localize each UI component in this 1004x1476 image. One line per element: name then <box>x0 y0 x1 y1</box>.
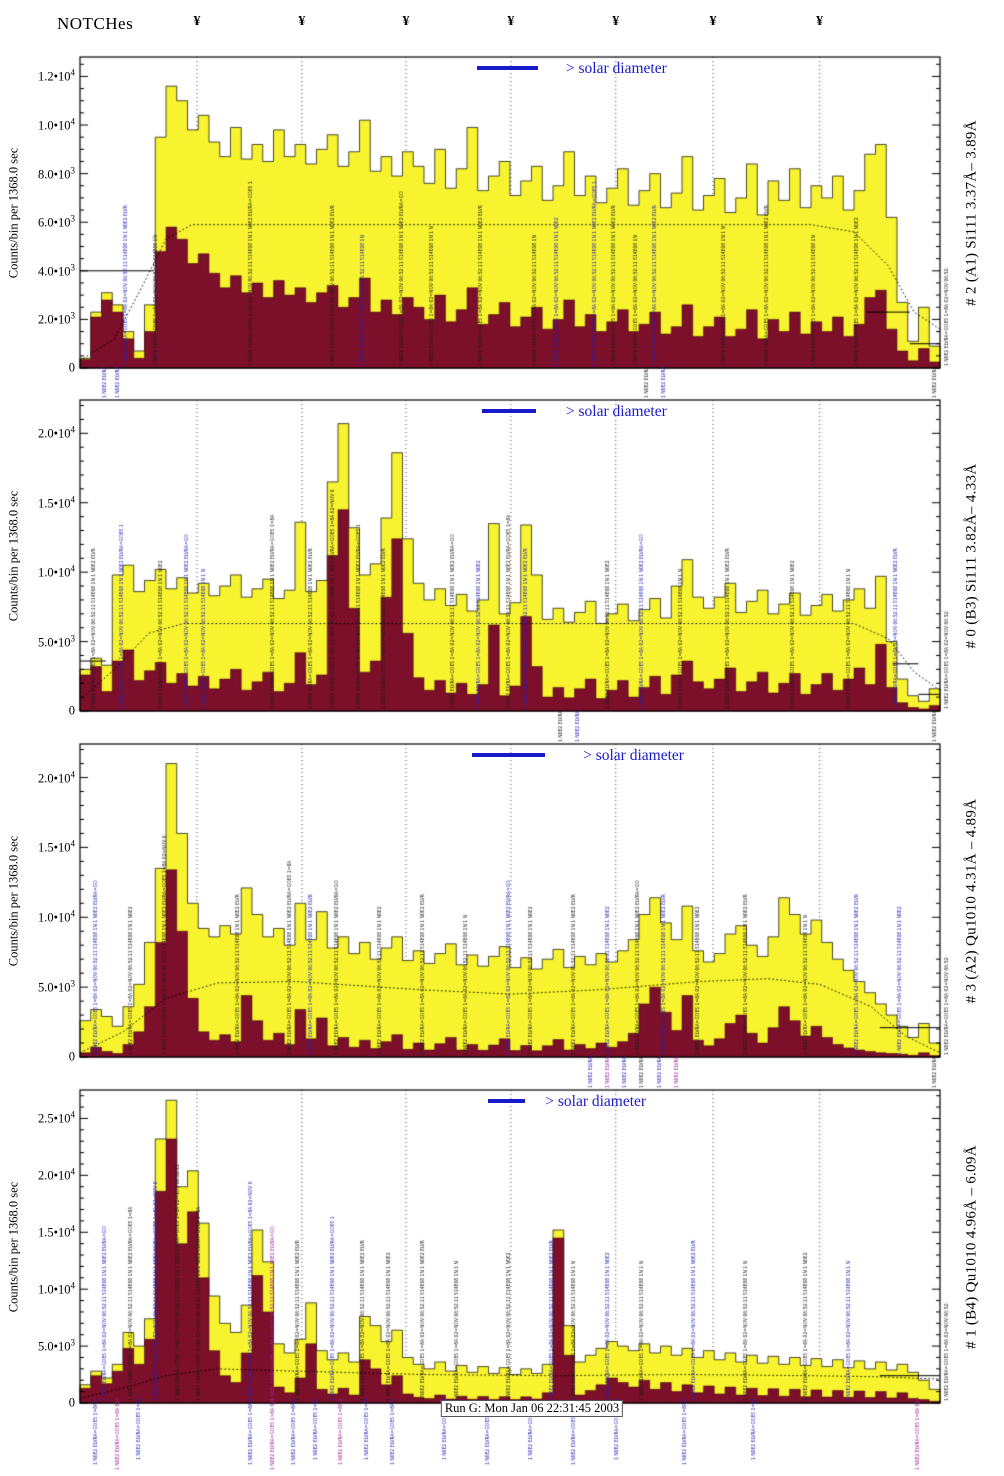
y-tick-label: 1.5•104 <box>37 494 75 511</box>
solar-diameter-label: > solar diameter <box>565 60 667 77</box>
y-tick-label: 1.5•104 <box>37 838 75 855</box>
y-tick-label: 5.0•103 <box>37 978 75 995</box>
solar-diameter-label: > solar diameter <box>545 1093 647 1110</box>
y-tick-label: 0 <box>68 360 75 375</box>
y-tick-label: 2.0•104 <box>37 424 75 441</box>
panel-right-label: # 1 (B4) Qu1010 4.96Å – 6.09Å <box>963 1144 980 1349</box>
y-tick-label: 2.5•104 <box>37 1109 75 1127</box>
y-axis-label: Counts/bin per 1368.0 sec <box>6 490 21 621</box>
y-tick-label: 5.0•103 <box>37 1337 75 1354</box>
y-axis-label: Counts/bin per 1368.0 sec <box>6 1181 21 1312</box>
y-tick-label: 4.0•103 <box>37 262 75 279</box>
notch-yen-symbol: ¥ <box>612 14 620 29</box>
solar-diameter-bar <box>472 753 546 757</box>
notch-yen-symbol: ¥ <box>193 14 201 29</box>
y-tick-label: 0 <box>68 703 75 718</box>
notch-yen-symbol: ¥ <box>507 14 515 29</box>
solar-diameter-bar <box>477 66 538 70</box>
y-tick-label: 0 <box>68 1049 75 1064</box>
y-tick-label: 1.0•104 <box>37 908 75 925</box>
y-tick-label: 6.0•103 <box>37 213 75 230</box>
solar-diameter-label: > solar diameter <box>583 747 684 764</box>
y-tick-label: 1.5•104 <box>37 1223 75 1240</box>
panel-right-label: # 0 (B3) Si111 3.82Å– 4.33Å <box>963 463 980 648</box>
y-tick-label: 8.0•103 <box>37 165 75 182</box>
y-tick-label: 1.2•104 <box>37 67 75 85</box>
y-axis-label: Counts/bin per 1368.0 sec <box>6 835 21 966</box>
solar-diameter-label: > solar diameter <box>565 403 667 420</box>
solar-diameter-bar <box>487 1099 525 1103</box>
notch-yen-symbol: ¥ <box>298 14 306 29</box>
y-tick-label: 2.0•103 <box>37 310 75 327</box>
solar-diameter-bar <box>481 409 536 413</box>
y-tick-label: 1.0•104 <box>37 563 75 580</box>
panel-right-label: # 3 (A2) Qu1010 4.31Å – 4.89Å <box>963 798 980 1003</box>
y-tick-label: 1.0•104 <box>37 116 75 133</box>
notch-yen-symbol: ¥ <box>709 14 717 29</box>
panel-right-label: # 2 (A1) Si111 3.37Å– 3.89Å <box>963 119 980 306</box>
notch-yen-symbol: ¥ <box>816 14 824 29</box>
notch-yen-symbol: ¥ <box>402 14 410 29</box>
y-tick-label: 5.0•103 <box>37 633 75 650</box>
y-axis-label: Counts/bin per 1368.0 sec <box>6 147 21 278</box>
y-tick-label: 1.0•104 <box>37 1280 75 1297</box>
run-timestamp: Run G: Mon Jan 06 22:31:45 2003 <box>440 1400 624 1417</box>
notches-label: NOTCHes <box>57 14 134 33</box>
y-tick-label: 0 <box>68 1395 75 1410</box>
y-tick-label: 2.0•104 <box>37 1166 75 1183</box>
y-tick-label: 2.0•104 <box>37 768 75 786</box>
